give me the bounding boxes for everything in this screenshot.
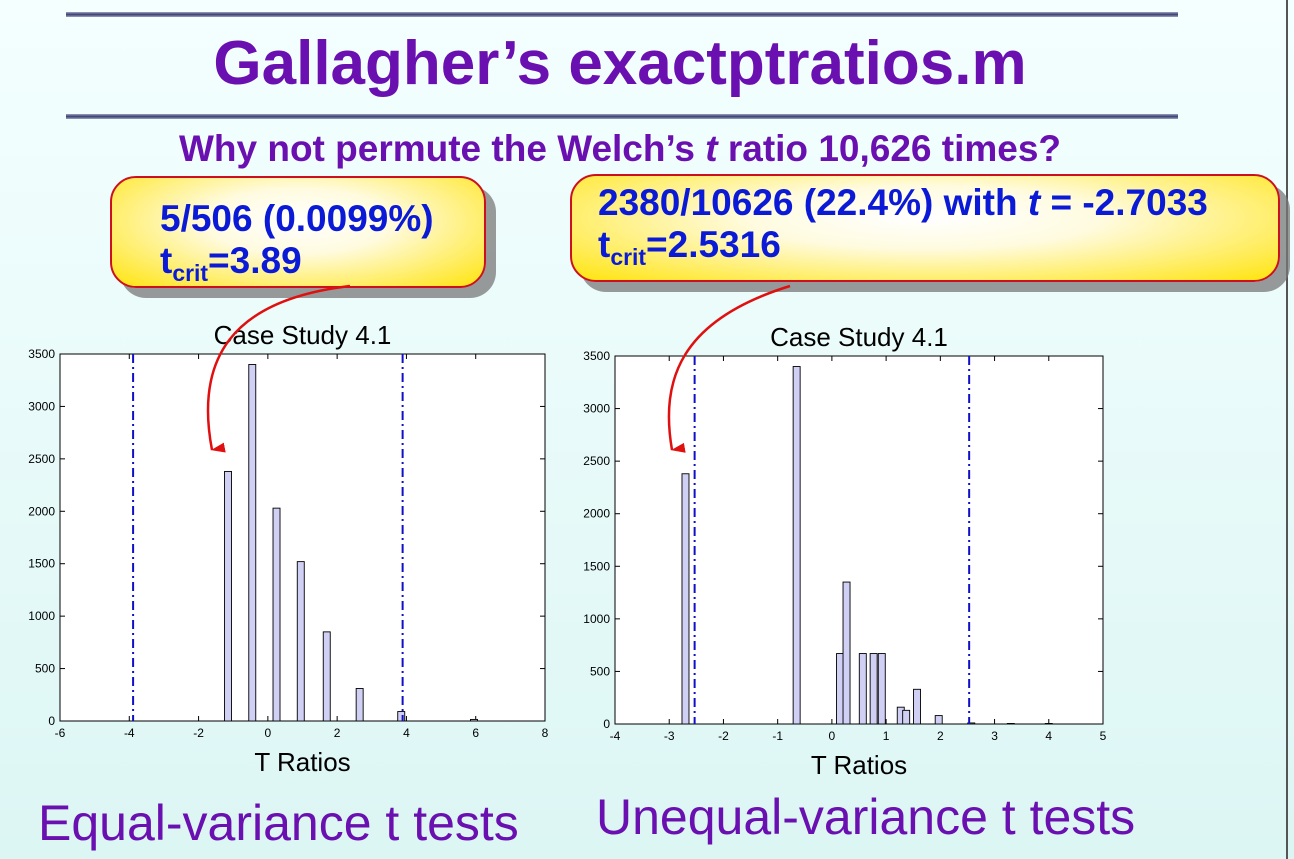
x-tick-label: 0 — [829, 729, 836, 743]
histogram-bar — [836, 653, 844, 725]
tcrit-base: t — [598, 224, 611, 265]
histogram-equal-variance: Case Study 4.1 0 500 1000 1500 2000 2500 3000 35… — [28, 320, 549, 777]
y-tick-label: 2500 — [28, 452, 55, 466]
x-tick-label: -6 — [55, 726, 66, 740]
histogram-bar — [934, 715, 943, 725]
tcrit-sub: crit — [172, 260, 209, 287]
callout-left-ratio: 5/506 (0.0099%) — [160, 198, 434, 239]
histogram-bar — [842, 581, 851, 725]
callout-right: 2380/10626 (22.4%) with t = -2.7033 tcri… — [570, 174, 1280, 282]
callout-right-t: t — [1027, 182, 1041, 223]
x-tick-label: -4 — [124, 726, 135, 740]
callout-right-ratio-text: 2380/10626 (22.4%) with — [598, 182, 1028, 223]
histogram-bar — [322, 631, 331, 722]
y-tick-label: 1500 — [28, 557, 55, 571]
histogram-bar — [792, 366, 801, 725]
subtitle-italic: t — [705, 128, 718, 169]
histogram-bar — [902, 709, 911, 725]
callout-left: 5/506 (0.0099%) tcrit=3.89 — [110, 176, 486, 288]
x-axis-label: T Ratios — [811, 750, 907, 780]
y-tick-label: 1000 — [28, 609, 55, 623]
histogram-bar — [470, 718, 478, 722]
y-tick-label: 1000 — [583, 612, 610, 626]
callout-right-ratio: 2380/10626 (22.4%) with t = -2.7033 — [598, 182, 1208, 224]
slide-title: Gallagher’s exactptratios.m — [213, 29, 1027, 98]
histogram-bar — [296, 561, 305, 722]
y-tick-label: 0 — [48, 714, 55, 728]
histogram-unequal-variance: Case Study 4.105001000150020002500300035… — [583, 322, 1107, 780]
slide-frame-edge — [1286, 0, 1288, 859]
y-tick-label: 2500 — [583, 454, 610, 468]
x-tick-label: -2 — [193, 726, 204, 740]
x-tick-label: 1 — [883, 729, 890, 743]
y-tick-label: 3500 — [583, 349, 610, 363]
x-tick-label: 2 — [334, 726, 341, 740]
histogram-bar — [858, 653, 867, 725]
x-tick-label: 6 — [472, 726, 479, 740]
histogram-bar — [1044, 723, 1053, 725]
subtitle-after: ratio 10,626 times? — [717, 128, 1062, 169]
histogram-bar — [224, 470, 232, 722]
histogram-bar — [967, 722, 976, 725]
x-tick-label: -4 — [610, 729, 621, 743]
histogram-bar — [877, 653, 886, 725]
tcrit-value: =3.89 — [208, 240, 302, 281]
y-tick-label: 3500 — [28, 347, 55, 361]
histogram-bar — [355, 688, 364, 722]
x-tick-label: 5 — [1100, 729, 1107, 743]
histogram-bar — [1006, 723, 1015, 725]
tcrit-value: =2.5316 — [646, 224, 781, 265]
subtitle-before: Why not permute the Welch’s — [178, 128, 706, 169]
y-tick-label: 500 — [35, 662, 55, 676]
histogram-bar — [272, 507, 281, 722]
x-tick-label: -2 — [718, 729, 729, 743]
label-unequal-variance: Unequal-variance t tests — [596, 789, 1136, 845]
label-equal-variance: Equal-variance t tests — [38, 795, 519, 851]
x-axis-label: T Ratios — [254, 747, 350, 777]
y-tick-label: 0 — [603, 717, 610, 731]
callout-left-tcrit: tcrit=3.89 — [160, 240, 434, 287]
chart-title: Case Study 4.1 — [214, 320, 392, 350]
histogram-bar — [869, 653, 878, 725]
y-tick-label: 500 — [590, 664, 610, 678]
slide-subtitle: Why not permute the Welch’s t ratio 10,6… — [0, 128, 1240, 170]
chart-title: Case Study 4.1 — [770, 322, 948, 352]
x-tick-label: -1 — [772, 729, 783, 743]
x-tick-label: 4 — [403, 726, 410, 740]
x-tick-label: 0 — [265, 726, 272, 740]
tcrit-base: t — [160, 240, 173, 281]
y-tick-label: 3000 — [583, 402, 610, 416]
histogram-bar — [397, 711, 406, 722]
title-underline — [66, 114, 1178, 119]
x-tick-label: 4 — [1045, 729, 1052, 743]
histogram-bar — [681, 473, 690, 725]
x-tick-label: -3 — [664, 729, 675, 743]
y-tick-label: 2000 — [28, 504, 55, 518]
top-rule — [66, 12, 1178, 17]
callout-right-tvalue: = -2.7033 — [1040, 182, 1208, 223]
histogram-bar — [248, 364, 257, 722]
x-tick-label: 2 — [937, 729, 944, 743]
y-tick-label: 2000 — [583, 507, 610, 521]
x-tick-label: 8 — [542, 726, 549, 740]
histogram-bar — [913, 688, 921, 725]
x-tick-label: 3 — [991, 729, 998, 743]
y-tick-label: 3000 — [28, 399, 55, 413]
tcrit-sub: crit — [610, 244, 647, 271]
y-tick-label: 1500 — [583, 559, 610, 573]
callout-right-tcrit: tcrit=2.5316 — [598, 224, 1208, 271]
